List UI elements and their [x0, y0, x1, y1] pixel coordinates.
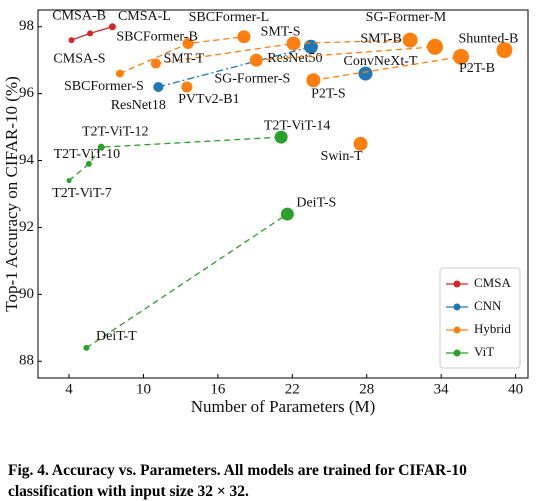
plot-frame — [37, 9, 529, 379]
point-label: DeiT-S — [296, 195, 336, 210]
x-tick-label: 10 — [136, 381, 151, 397]
caption-line: classification with input size 32 × 32. — [8, 483, 249, 500]
point — [249, 53, 263, 67]
point — [68, 37, 75, 44]
point — [402, 32, 418, 48]
point — [85, 160, 92, 167]
legend-marker — [453, 303, 461, 311]
point — [181, 81, 193, 93]
legend-marker — [453, 349, 461, 357]
y-tick-label: 96 — [19, 85, 35, 101]
legend-label: ViT — [474, 344, 494, 359]
chart: Number of Parameters (M) Top-1 Accuracy … — [2, 9, 529, 416]
point — [453, 48, 470, 65]
point — [153, 81, 164, 92]
x-tick-label: 28 — [359, 381, 374, 397]
point — [358, 66, 373, 81]
point — [87, 30, 94, 37]
point-label: SMT-T — [163, 52, 204, 67]
x-tick-label: 34 — [434, 381, 450, 397]
point-label: T2T-ViT-7 — [52, 186, 112, 201]
point — [66, 178, 72, 184]
y-tick-label: 98 — [19, 18, 34, 34]
x-tick-label: 4 — [65, 381, 73, 397]
series-line — [158, 46, 312, 88]
point — [280, 207, 294, 221]
point-label: CMSA-S — [53, 51, 105, 66]
x-tick-label: 22 — [285, 381, 300, 397]
y-tick-label: 88 — [19, 353, 34, 369]
point — [426, 38, 443, 55]
y-axis-label: Top-1 Accuracy on CIFAR-10 (%) — [2, 76, 21, 312]
point-label: SG-Former-S — [214, 71, 290, 86]
point-label: P2T-S — [311, 86, 346, 101]
point-label: ConvNeXt-T — [344, 54, 418, 69]
point-label: SG-Former-M — [366, 10, 447, 25]
point-label: Swin-T — [321, 149, 363, 164]
legend-box — [439, 267, 521, 369]
point — [97, 143, 105, 151]
point-label: CMSA-L — [118, 9, 171, 24]
legend-marker — [453, 326, 461, 334]
point — [182, 37, 194, 49]
point — [83, 344, 90, 351]
point-label: DeiT-T — [96, 329, 137, 344]
point — [150, 58, 161, 69]
point-label: SBCFormer-S — [64, 79, 144, 94]
point-label: SMT-B — [360, 31, 402, 46]
point-label: Shunted-B — [458, 31, 518, 46]
point — [286, 36, 301, 51]
point-label: T2T-ViT-14 — [264, 118, 331, 133]
y-tick-label: 94 — [19, 152, 35, 168]
series-line — [68, 136, 282, 182]
point-label: T2T-ViT-10 — [54, 147, 121, 162]
legend-label: CMSA — [474, 275, 511, 290]
point — [108, 23, 116, 31]
point-label: SBCFormer-B — [116, 30, 197, 45]
point — [274, 130, 288, 144]
legend-marker — [453, 280, 461, 288]
caption-line: Fig. 4. Accuracy vs. Parameters. All mod… — [8, 462, 467, 479]
point — [496, 42, 513, 59]
point — [237, 30, 251, 44]
x-tick-label: 16 — [210, 381, 226, 397]
point-label: ResNet18 — [111, 98, 166, 113]
point-label: ResNet50 — [267, 51, 322, 66]
series-line — [313, 56, 462, 81]
x-axis-label: Number of Parameters (M) — [191, 397, 376, 416]
point-label: T2T-ViT-12 — [82, 124, 149, 139]
legend-label: Hybrid — [474, 321, 511, 336]
point-label: PVTv2-B1 — [178, 92, 239, 107]
point-label: P2T-B — [459, 61, 495, 76]
point — [306, 73, 321, 88]
y-tick-label: 92 — [19, 219, 34, 235]
y-tick-label: 90 — [19, 286, 34, 302]
point-label: SMT-S — [261, 25, 301, 40]
x-tick-label: 40 — [508, 381, 523, 397]
point-label: SBCFormer-L — [189, 10, 270, 25]
point — [115, 69, 124, 78]
legend-label: CNN — [474, 298, 502, 313]
point — [353, 136, 368, 151]
series-line — [86, 213, 288, 349]
point-label: CMSA-B — [52, 9, 106, 24]
